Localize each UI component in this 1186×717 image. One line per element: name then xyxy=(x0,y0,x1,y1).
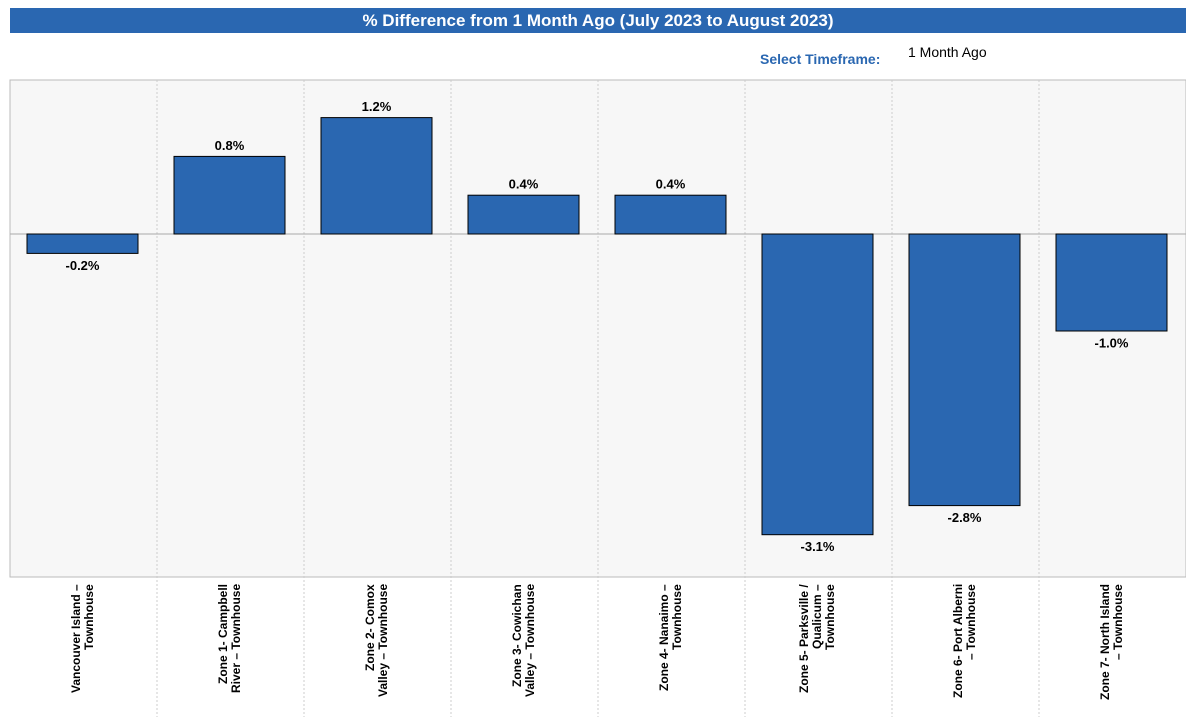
x-tick-label: Zone 6- Port Alberni – Townhouse xyxy=(950,584,978,699)
data-label: -1.0% xyxy=(1095,335,1129,350)
data-label: 0.4% xyxy=(656,177,686,192)
chart-title: % Difference from 1 Month Ago (July 2023… xyxy=(10,8,1186,33)
bar xyxy=(761,233,874,536)
bar xyxy=(173,155,286,235)
x-tick-label: Zone 5- Parksville / Qualicum – Townhous… xyxy=(797,584,837,693)
x-tick-label: Zone 2- Comox Valley – Townhouse xyxy=(362,584,390,698)
bar xyxy=(614,194,727,235)
x-tick-label: Zone 1- Campbell River – Townhouse xyxy=(215,584,243,694)
x-tick-label: Vancouver Island – Townhouse xyxy=(68,584,96,693)
x-tick-label: Zone 7- North Island – Townhouse xyxy=(1097,584,1125,701)
x-tick-label: Zone 4- Nanaimo – Townhouse xyxy=(656,584,684,691)
bar xyxy=(320,117,433,235)
data-label: 0.8% xyxy=(215,138,245,153)
control-label: Select Timeframe: xyxy=(760,51,881,67)
bar xyxy=(26,233,139,254)
data-label: -0.2% xyxy=(66,258,100,273)
bar xyxy=(908,233,1021,507)
data-label: 0.4% xyxy=(509,177,539,192)
x-tick-label: Zone 3- Cowichan Valley – Townhouse xyxy=(509,584,537,698)
data-label: 1.2% xyxy=(362,99,392,114)
data-label: -2.8% xyxy=(948,510,982,525)
bar xyxy=(1055,233,1168,332)
bar xyxy=(467,194,580,235)
data-label: -3.1% xyxy=(801,539,835,554)
control-value[interactable]: 1 Month Ago xyxy=(908,44,987,60)
